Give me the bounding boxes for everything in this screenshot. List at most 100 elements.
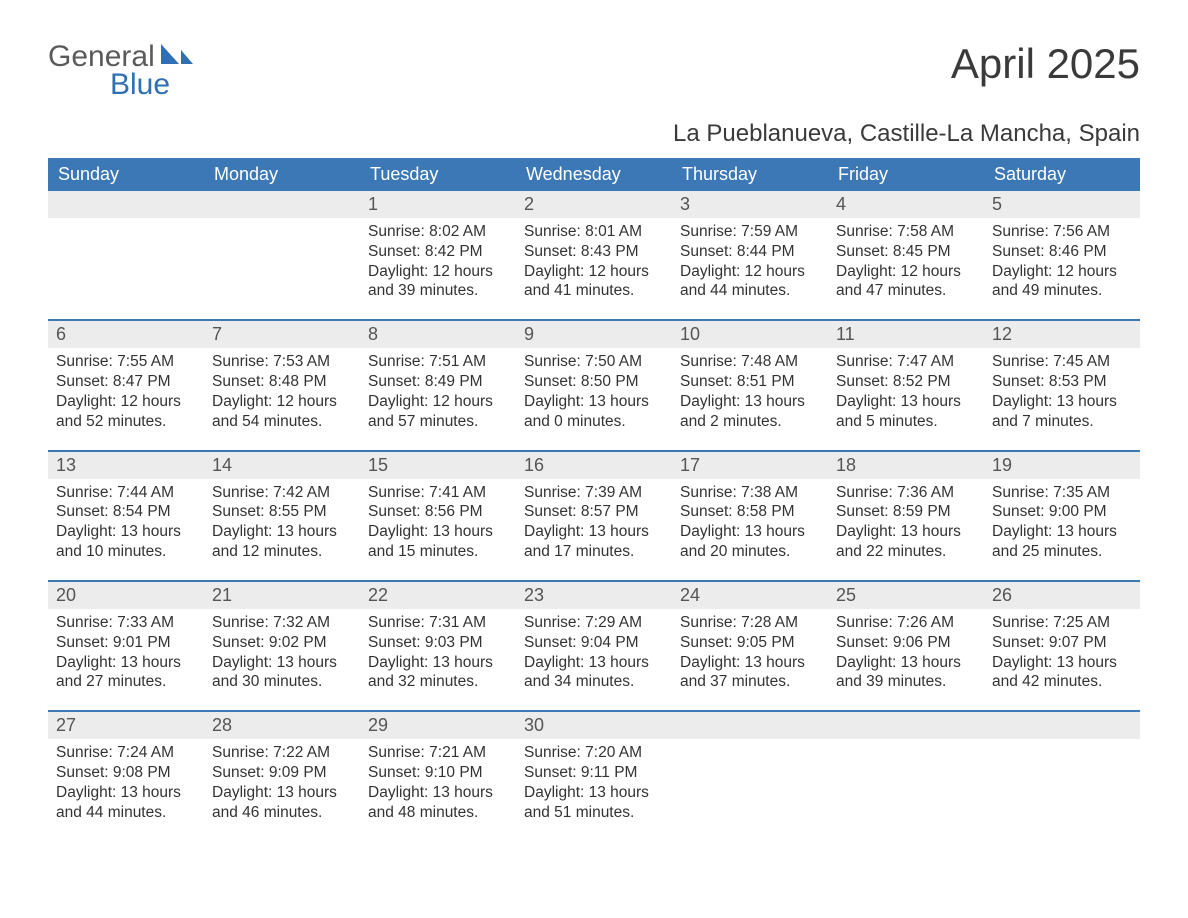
day-details: Sunrise: 7:20 AMSunset: 9:11 PMDaylight:… <box>516 739 672 830</box>
page-title: April 2025 <box>951 40 1140 88</box>
calendar-day: 7Sunrise: 7:53 AMSunset: 8:48 PMDaylight… <box>204 321 360 439</box>
day-number <box>204 191 360 218</box>
day-of-week-cell: Friday <box>828 158 984 191</box>
calendar-day: 28Sunrise: 7:22 AMSunset: 9:09 PMDayligh… <box>204 712 360 830</box>
calendar-day: 17Sunrise: 7:38 AMSunset: 8:58 PMDayligh… <box>672 452 828 570</box>
calendar-week: 1Sunrise: 8:02 AMSunset: 8:42 PMDaylight… <box>48 191 1140 309</box>
calendar-day: 3Sunrise: 7:59 AMSunset: 8:44 PMDaylight… <box>672 191 828 309</box>
day-details: Sunrise: 7:47 AMSunset: 8:52 PMDaylight:… <box>828 348 984 439</box>
calendar-day: 11Sunrise: 7:47 AMSunset: 8:52 PMDayligh… <box>828 321 984 439</box>
calendar: SundayMondayTuesdayWednesdayThursdayFrid… <box>48 158 1140 831</box>
day-details: Sunrise: 7:38 AMSunset: 8:58 PMDaylight:… <box>672 479 828 570</box>
day-number: 28 <box>204 712 360 739</box>
calendar-day: 1Sunrise: 8:02 AMSunset: 8:42 PMDaylight… <box>360 191 516 309</box>
location-subtitle: La Pueblanueva, Castille-La Mancha, Spai… <box>48 120 1140 148</box>
calendar-day: 16Sunrise: 7:39 AMSunset: 8:57 PMDayligh… <box>516 452 672 570</box>
calendar-day: 26Sunrise: 7:25 AMSunset: 9:07 PMDayligh… <box>984 582 1140 700</box>
day-number: 10 <box>672 321 828 348</box>
calendar-day: 29Sunrise: 7:21 AMSunset: 9:10 PMDayligh… <box>360 712 516 830</box>
calendar-day: 30Sunrise: 7:20 AMSunset: 9:11 PMDayligh… <box>516 712 672 830</box>
day-details: Sunrise: 7:48 AMSunset: 8:51 PMDaylight:… <box>672 348 828 439</box>
day-details: Sunrise: 7:29 AMSunset: 9:04 PMDaylight:… <box>516 609 672 700</box>
day-number: 29 <box>360 712 516 739</box>
calendar-day <box>672 712 828 830</box>
day-number: 16 <box>516 452 672 479</box>
day-number: 13 <box>48 452 204 479</box>
day-number: 7 <box>204 321 360 348</box>
day-details: Sunrise: 7:56 AMSunset: 8:46 PMDaylight:… <box>984 218 1140 309</box>
calendar-day: 12Sunrise: 7:45 AMSunset: 8:53 PMDayligh… <box>984 321 1140 439</box>
day-number: 2 <box>516 191 672 218</box>
calendar-day: 8Sunrise: 7:51 AMSunset: 8:49 PMDaylight… <box>360 321 516 439</box>
calendar-day: 20Sunrise: 7:33 AMSunset: 9:01 PMDayligh… <box>48 582 204 700</box>
day-number: 15 <box>360 452 516 479</box>
day-number: 26 <box>984 582 1140 609</box>
day-details: Sunrise: 7:55 AMSunset: 8:47 PMDaylight:… <box>48 348 204 439</box>
logo-sail-icon <box>159 40 193 71</box>
calendar-day: 13Sunrise: 7:44 AMSunset: 8:54 PMDayligh… <box>48 452 204 570</box>
day-number: 30 <box>516 712 672 739</box>
day-of-week-header: SundayMondayTuesdayWednesdayThursdayFrid… <box>48 158 1140 191</box>
day-details: Sunrise: 7:44 AMSunset: 8:54 PMDaylight:… <box>48 479 204 570</box>
calendar-day <box>984 712 1140 830</box>
day-number: 9 <box>516 321 672 348</box>
calendar-day: 4Sunrise: 7:58 AMSunset: 8:45 PMDaylight… <box>828 191 984 309</box>
day-details: Sunrise: 7:50 AMSunset: 8:50 PMDaylight:… <box>516 348 672 439</box>
logo: General Blue <box>48 40 193 102</box>
day-details: Sunrise: 7:24 AMSunset: 9:08 PMDaylight:… <box>48 739 204 830</box>
day-details: Sunrise: 7:51 AMSunset: 8:49 PMDaylight:… <box>360 348 516 439</box>
day-number: 5 <box>984 191 1140 218</box>
day-number: 24 <box>672 582 828 609</box>
calendar-week: 20Sunrise: 7:33 AMSunset: 9:01 PMDayligh… <box>48 580 1140 700</box>
day-details: Sunrise: 7:39 AMSunset: 8:57 PMDaylight:… <box>516 479 672 570</box>
day-details: Sunrise: 8:01 AMSunset: 8:43 PMDaylight:… <box>516 218 672 309</box>
day-number: 19 <box>984 452 1140 479</box>
day-details: Sunrise: 7:26 AMSunset: 9:06 PMDaylight:… <box>828 609 984 700</box>
day-number: 23 <box>516 582 672 609</box>
day-number: 8 <box>360 321 516 348</box>
day-details: Sunrise: 7:33 AMSunset: 9:01 PMDaylight:… <box>48 609 204 700</box>
day-details: Sunrise: 7:28 AMSunset: 9:05 PMDaylight:… <box>672 609 828 700</box>
calendar-day <box>204 191 360 309</box>
day-number <box>828 712 984 739</box>
calendar-day: 9Sunrise: 7:50 AMSunset: 8:50 PMDaylight… <box>516 321 672 439</box>
day-of-week-cell: Saturday <box>984 158 1140 191</box>
day-number: 6 <box>48 321 204 348</box>
calendar-week: 27Sunrise: 7:24 AMSunset: 9:08 PMDayligh… <box>48 710 1140 830</box>
calendar-day: 2Sunrise: 8:01 AMSunset: 8:43 PMDaylight… <box>516 191 672 309</box>
day-of-week-cell: Sunday <box>48 158 204 191</box>
day-number: 14 <box>204 452 360 479</box>
day-details: Sunrise: 7:35 AMSunset: 9:00 PMDaylight:… <box>984 479 1140 570</box>
day-number: 1 <box>360 191 516 218</box>
calendar-week: 6Sunrise: 7:55 AMSunset: 8:47 PMDaylight… <box>48 319 1140 439</box>
calendar-day: 24Sunrise: 7:28 AMSunset: 9:05 PMDayligh… <box>672 582 828 700</box>
calendar-week: 13Sunrise: 7:44 AMSunset: 8:54 PMDayligh… <box>48 450 1140 570</box>
day-details: Sunrise: 7:53 AMSunset: 8:48 PMDaylight:… <box>204 348 360 439</box>
calendar-day <box>48 191 204 309</box>
day-number <box>48 191 204 218</box>
day-number: 17 <box>672 452 828 479</box>
calendar-day: 5Sunrise: 7:56 AMSunset: 8:46 PMDaylight… <box>984 191 1140 309</box>
day-details: Sunrise: 7:45 AMSunset: 8:53 PMDaylight:… <box>984 348 1140 439</box>
calendar-day: 6Sunrise: 7:55 AMSunset: 8:47 PMDaylight… <box>48 321 204 439</box>
day-details: Sunrise: 7:58 AMSunset: 8:45 PMDaylight:… <box>828 218 984 309</box>
day-number: 20 <box>48 582 204 609</box>
day-details: Sunrise: 7:32 AMSunset: 9:02 PMDaylight:… <box>204 609 360 700</box>
day-number <box>984 712 1140 739</box>
day-details: Sunrise: 7:41 AMSunset: 8:56 PMDaylight:… <box>360 479 516 570</box>
calendar-day: 21Sunrise: 7:32 AMSunset: 9:02 PMDayligh… <box>204 582 360 700</box>
day-details: Sunrise: 7:59 AMSunset: 8:44 PMDaylight:… <box>672 218 828 309</box>
day-number: 18 <box>828 452 984 479</box>
day-number: 22 <box>360 582 516 609</box>
calendar-day: 22Sunrise: 7:31 AMSunset: 9:03 PMDayligh… <box>360 582 516 700</box>
calendar-day: 27Sunrise: 7:24 AMSunset: 9:08 PMDayligh… <box>48 712 204 830</box>
calendar-day: 15Sunrise: 7:41 AMSunset: 8:56 PMDayligh… <box>360 452 516 570</box>
day-details: Sunrise: 7:42 AMSunset: 8:55 PMDaylight:… <box>204 479 360 570</box>
calendar-day: 23Sunrise: 7:29 AMSunset: 9:04 PMDayligh… <box>516 582 672 700</box>
calendar-day: 14Sunrise: 7:42 AMSunset: 8:55 PMDayligh… <box>204 452 360 570</box>
header: General Blue April 2025 <box>48 40 1140 102</box>
calendar-day: 18Sunrise: 7:36 AMSunset: 8:59 PMDayligh… <box>828 452 984 570</box>
calendar-day: 25Sunrise: 7:26 AMSunset: 9:06 PMDayligh… <box>828 582 984 700</box>
day-details: Sunrise: 7:22 AMSunset: 9:09 PMDaylight:… <box>204 739 360 830</box>
day-number: 25 <box>828 582 984 609</box>
